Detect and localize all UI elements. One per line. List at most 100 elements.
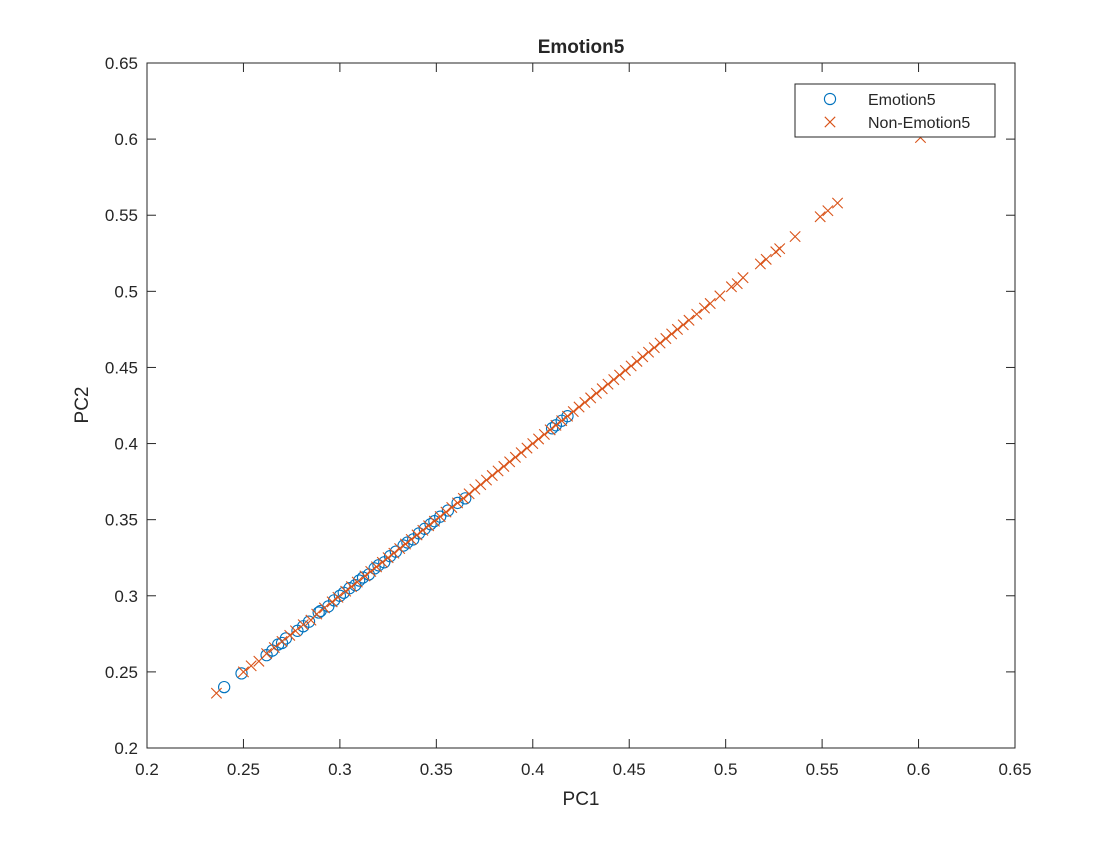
data-point-x	[340, 585, 352, 597]
x-axis-label: PC1	[563, 789, 600, 810]
data-point-x	[691, 308, 703, 320]
data-point-x	[382, 552, 394, 564]
data-point-x	[284, 629, 296, 641]
data-point-circle	[356, 571, 370, 584]
data-point-circle	[279, 632, 293, 645]
data-point-x	[625, 360, 637, 372]
data-point-x	[671, 323, 684, 335]
data-point-x	[515, 447, 527, 459]
data-point-circle	[451, 496, 464, 510]
data-point-x	[814, 211, 826, 223]
legend-box	[794, 83, 996, 138]
x-tick-label: 0.2	[135, 760, 159, 779]
data-point-circle	[275, 636, 289, 650]
data-point-circle	[424, 518, 437, 531]
data-point-x	[289, 625, 302, 637]
data-point-x	[556, 415, 568, 427]
data-point-x	[370, 561, 383, 573]
data-point-circle	[333, 589, 347, 602]
data-point-x	[326, 596, 338, 608]
data-point-x	[737, 272, 749, 284]
data-point-x	[297, 619, 309, 631]
y-tick-label: 0.3	[114, 587, 138, 606]
x-tick-label: 0.4	[521, 760, 545, 779]
data-point-circle	[561, 410, 574, 423]
x-tick-label: 0.25	[227, 760, 260, 779]
data-point-x	[532, 433, 545, 445]
data-point-circle	[302, 615, 316, 628]
data-point-x	[654, 337, 666, 349]
data-point-x	[394, 543, 406, 555]
data-point-x	[648, 342, 660, 354]
data-point-circle	[397, 539, 410, 552]
data-point-x	[480, 474, 493, 486]
data-point-x	[760, 253, 772, 265]
data-point-x	[268, 641, 280, 654]
data-point-x	[417, 524, 429, 536]
legend: Emotion5 Non-Emotion5	[794, 83, 996, 138]
y-tick-label: 0.5	[114, 282, 138, 301]
data-point-x	[831, 197, 844, 209]
data-point-x	[359, 570, 371, 582]
data-point-x	[660, 332, 672, 345]
y-tick-label: 0.2	[114, 739, 138, 758]
data-point-x	[608, 374, 620, 386]
data-point-x	[440, 506, 452, 518]
data-point-x	[332, 591, 344, 603]
data-point-x	[698, 302, 711, 314]
legend-marker	[824, 116, 836, 128]
data-point-x	[388, 547, 400, 559]
data-point-x	[509, 451, 522, 463]
data-point-x	[602, 378, 614, 390]
data-point-x	[276, 635, 288, 648]
data-point-x	[351, 576, 363, 588]
data-point-x	[642, 346, 655, 358]
data-point-x	[789, 230, 801, 243]
data-point-x	[446, 501, 458, 514]
data-point-x	[585, 392, 597, 404]
axis-ticks: 0.2 0.25 0.3 0.35 0.4 0.45 0.5 0.55 0.6 0.65 0.2 0.…	[105, 54, 1032, 779]
legend-label: Non-Emotion5	[868, 115, 970, 132]
data-point-circle	[235, 667, 248, 680]
legend-marker	[823, 92, 837, 106]
data-point-x	[822, 205, 834, 217]
y-axis-label: PC2	[72, 387, 93, 424]
y-tick-label: 0.55	[105, 206, 138, 225]
data-point-x	[469, 483, 481, 495]
data-point-circle	[434, 510, 447, 523]
data-point-x	[573, 401, 585, 413]
data-point-x	[544, 424, 556, 436]
series-non-emotion5	[210, 132, 927, 699]
data-point-x	[463, 488, 475, 500]
y-tick-label: 0.6	[114, 130, 138, 149]
data-point-circle	[441, 504, 455, 517]
data-point-x	[245, 660, 257, 672]
data-point-x	[428, 515, 440, 527]
data-point-x	[365, 565, 377, 578]
data-point-x	[457, 492, 469, 504]
data-point-circle	[372, 559, 385, 572]
data-point-x	[579, 396, 591, 409]
data-point-x	[538, 428, 550, 441]
data-point-x	[261, 648, 273, 660]
data-point-x	[411, 529, 423, 541]
data-marks	[210, 132, 927, 699]
data-point-x	[637, 351, 649, 363]
data-point-x	[492, 465, 504, 477]
data-point-x	[399, 538, 412, 550]
data-point-circle	[343, 582, 356, 595]
data-point-x	[590, 387, 603, 399]
data-point-x	[434, 511, 446, 523]
x-tick-label: 0.6	[907, 760, 931, 779]
data-point-x	[550, 419, 562, 431]
data-point-x	[345, 581, 358, 593]
axes-box	[146, 62, 1016, 749]
data-point-x	[423, 520, 435, 532]
data-point-x	[475, 479, 487, 491]
data-point-x	[376, 556, 388, 568]
data-point-x	[704, 297, 716, 310]
data-point-x	[451, 497, 464, 509]
data-point-x	[683, 314, 695, 326]
data-point-x	[318, 602, 331, 614]
